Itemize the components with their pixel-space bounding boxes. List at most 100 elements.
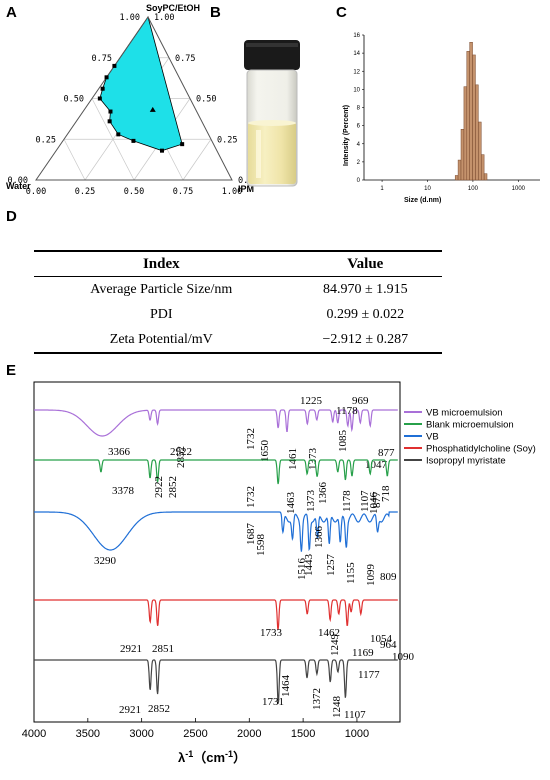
header-value: Value: [288, 250, 442, 277]
peak-label: 1225: [300, 395, 323, 407]
peak-label: 2852: [167, 476, 179, 498]
peak-label: 1249: [329, 634, 341, 657]
panel-label-a: A: [6, 4, 17, 21]
hist-y-tick-label: 6: [357, 124, 361, 130]
boundary-point: [107, 119, 112, 124]
vial-photo: [244, 40, 300, 187]
hist-x-tick-label: 100: [468, 186, 479, 192]
peak-label: 3290: [94, 555, 117, 567]
table-row: PDI 0.299 ± 0.022: [34, 302, 442, 327]
ftir-x-tick-label: 4000: [22, 728, 46, 740]
peak-label: 1107: [344, 709, 366, 721]
peak-label: 1443: [303, 554, 315, 577]
peak-label: 1257: [325, 554, 337, 577]
ternary-gridline: [63, 139, 86, 181]
peak-label: 1085: [337, 430, 349, 453]
peak-label: 1732: [245, 486, 257, 508]
ftir-line: [34, 599, 398, 630]
boundary-point: [160, 148, 164, 153]
peak-label: 1733: [260, 627, 283, 639]
peak-label: 2851: [152, 643, 174, 655]
row-value: −2.912 ± 0.287: [288, 327, 442, 354]
left-edge-tick: 0.75: [92, 54, 112, 64]
boundary-point: [108, 109, 113, 114]
ftir-line: [34, 459, 398, 485]
peak-label: 1046: [368, 492, 380, 515]
ftir-x-tick-label: 2000: [237, 728, 261, 740]
ftir-x-tick-label: 1500: [291, 728, 315, 740]
legend-label: Phosphatidylcholine (Soy): [426, 444, 536, 455]
right-vertex-label: IPM: [238, 184, 254, 194]
ftir-x-tick-label: 2500: [183, 728, 207, 740]
peak-label: 1366: [313, 526, 325, 549]
peak-label: 1516: [296, 558, 308, 581]
peak-label: 964: [380, 639, 397, 651]
boundary-point: [131, 138, 136, 143]
hist-y-label: Intensity (Percent): [343, 105, 350, 166]
row-value: 0.299 ± 0.022: [326, 307, 405, 322]
hist-x-tick-label: 1: [380, 186, 384, 192]
peak-label: 1598: [255, 534, 267, 557]
boundary-point: [100, 86, 105, 91]
peak-label: 1090: [392, 651, 415, 663]
right-edge-tick: 0.50: [196, 95, 216, 105]
hist-x-tick-label: 10: [424, 186, 431, 192]
peak-label: 2922: [153, 476, 165, 498]
peak-label: 1099: [365, 564, 377, 587]
right-edge-tick: 0.25: [217, 135, 237, 145]
ftir-line: [34, 659, 398, 704]
ftir-x-axis-label: λ-1（cm-1）: [178, 749, 246, 765]
peak-label: 1177: [358, 669, 380, 681]
top-vertex-label: SoyPC/EtOH: [146, 3, 200, 13]
peak-label: 969: [352, 395, 369, 407]
bottom-edge-tick: 0.25: [75, 187, 95, 197]
peak-label: 1054: [370, 633, 393, 645]
hist-y-tick-label: 0: [357, 178, 361, 184]
peak-label: 718: [380, 485, 392, 502]
peak-label: 1366: [317, 482, 329, 505]
peak-label: 1107: [359, 490, 371, 512]
legend-label: VB: [426, 432, 439, 443]
bottom-edge-tick: 0.50: [124, 187, 144, 197]
boundary-point: [180, 142, 185, 147]
inner-marker: [149, 106, 156, 112]
ternary-gridline: [182, 139, 212, 181]
peak-label: 1178: [341, 490, 353, 512]
peak-label: 1462: [318, 627, 340, 639]
hist-y-tick-label: 8: [357, 106, 361, 112]
hist-y-tick-label: 16: [353, 33, 360, 39]
hist-bar: [483, 173, 488, 181]
row-label: Average Particle Size/nm: [90, 282, 233, 297]
left-vertex-label: Water: [6, 181, 31, 191]
boundary-point: [116, 132, 121, 137]
hist-y-tick-label: 4: [357, 142, 361, 148]
peak-label: 1732: [245, 428, 257, 450]
row-label: PDI: [150, 307, 173, 322]
legend-label: Blank microemulsion: [426, 420, 514, 431]
ftir-line: [34, 511, 398, 552]
peak-label: 877: [378, 447, 395, 459]
peak-label: 3378: [112, 485, 135, 497]
bottom-edge-tick: 1.00: [222, 187, 242, 197]
peak-label: 877: [371, 491, 383, 508]
peak-label: 1687: [245, 523, 257, 546]
ftir-line: [34, 409, 398, 437]
left-edge-tick: 0.00: [8, 176, 28, 186]
left-edge-tick: 0.50: [64, 95, 84, 105]
peak-label: 1155: [345, 562, 357, 584]
boundary-point: [97, 96, 102, 101]
hist-x-tick-label: 1000: [512, 186, 526, 192]
peak-label: 1372: [311, 688, 323, 710]
boundary-point: [112, 63, 117, 68]
peak-label: 1731: [262, 696, 284, 708]
peak-label: 2922: [170, 446, 192, 458]
peak-label: 1464: [280, 675, 292, 698]
header-index: Index: [34, 250, 289, 277]
table-row: Average Particle Size/nm 84.970 ± 1.915: [34, 277, 442, 303]
ftir-x-tick-label: 3000: [129, 728, 153, 740]
peak-label: 1650: [259, 440, 271, 463]
bottom-edge-tick: 0.75: [173, 187, 193, 197]
peak-label: 809: [380, 571, 397, 583]
legend-label: Isopropyl myristate: [426, 456, 506, 467]
